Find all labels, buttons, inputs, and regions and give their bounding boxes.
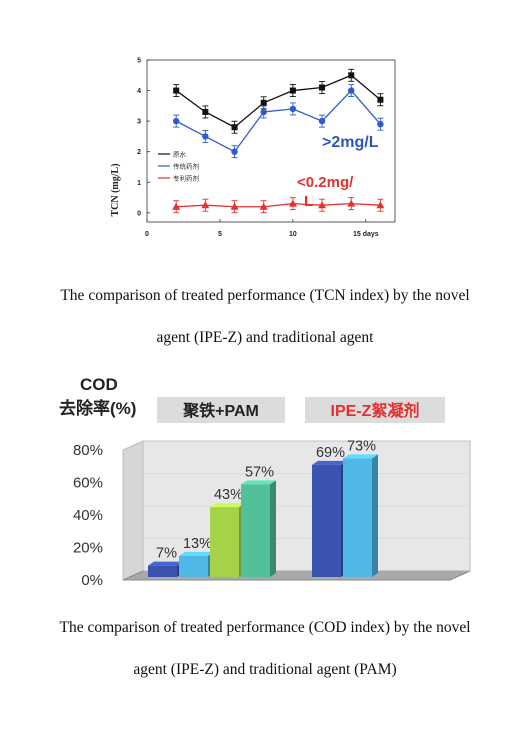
- cod-bar-value-label: 7%: [156, 546, 177, 562]
- tcn-point: [231, 148, 238, 155]
- tcn-axes: 0 1 2 3 4 5 0 5 10 15 days: [137, 58, 396, 238]
- tcn-point: [201, 201, 210, 209]
- cod-bar-top: [241, 480, 276, 485]
- tcn-point: [231, 124, 238, 131]
- cod-bar-side: [372, 454, 378, 577]
- tcn-series-line: [175, 89, 381, 153]
- tcn-point: [319, 84, 326, 91]
- cod-caption-line1: The comparison of treated performance (C…: [59, 619, 471, 636]
- cod-bar: [343, 458, 372, 577]
- tcn-point: [173, 87, 180, 94]
- tcn-point: [202, 133, 209, 140]
- tcn-caption-line2: agent (IPE-Z) and traditional agent: [156, 329, 374, 346]
- cod-bar-top: [343, 454, 378, 459]
- tcn-point: [377, 120, 384, 128]
- cod-bar: [179, 555, 208, 577]
- tcn-point: [318, 117, 326, 125]
- cod-y-axis: 0% 20% 40% 60% 80%: [73, 440, 470, 589]
- tcn-point: [347, 199, 356, 207]
- tcn-legend-label: 原水: [173, 150, 187, 159]
- tcn-point: [172, 202, 181, 210]
- tcn-y-axis-label: TCN (mg/L): [110, 163, 121, 216]
- tcn-series-line: [175, 74, 381, 129]
- cod-bar: [312, 464, 341, 577]
- tcn-point: [260, 99, 267, 106]
- tcn-y-tick-label: 4: [137, 88, 141, 95]
- tcn-point: [377, 96, 384, 103]
- cod-bar: [210, 507, 239, 577]
- tcn-y-tick-label: 0: [137, 210, 141, 217]
- tcn-y-tick-label: 3: [137, 119, 141, 126]
- cod-bar-top: [179, 551, 214, 556]
- cod-bar-top: [148, 561, 183, 566]
- tcn-point: [348, 87, 355, 94]
- cod-group-label-boxes: 聚铁+PAM IPE-Z絮凝剂: [157, 397, 445, 423]
- tcn-point: [230, 202, 239, 210]
- cod-bar-side: [270, 480, 276, 577]
- cod-bar-value-label: 13%: [183, 536, 212, 552]
- cod-bar: [148, 565, 177, 577]
- annotation-below-0-2mg: <0.2mg/: [297, 174, 354, 191]
- cod-bar-value-label: 73%: [347, 438, 376, 454]
- cod-side-wall: [122, 440, 144, 581]
- tcn-x-tick-label: 5: [218, 231, 222, 238]
- cod-chart-title-line2: 去除率(%): [59, 398, 136, 418]
- cod-y-tick-label: 40%: [73, 507, 103, 524]
- tcn-x-tick-label: 10: [289, 231, 297, 238]
- cod-y-tick-label: 80%: [73, 442, 103, 459]
- tcn-point: [260, 108, 267, 116]
- cod-caption-line2: agent (IPE-Z) and traditional agent (PAM…: [133, 661, 397, 678]
- tcn-point: [348, 72, 355, 79]
- cod-group-label-box: [305, 397, 445, 423]
- cod-bar-value-label: 57%: [245, 464, 274, 480]
- cod-bar-top: [210, 503, 245, 508]
- tcn-series-layer: [172, 68, 385, 214]
- cod-bar: [241, 484, 270, 577]
- tcn-x-tick-label: 0: [145, 231, 149, 238]
- tcn-y-tick-label: 5: [137, 58, 141, 65]
- tcn-point: [202, 108, 209, 115]
- annotation-above-2mg: >2mg/L: [322, 134, 379, 151]
- cod-y-tick-label: 20%: [73, 540, 103, 557]
- tcn-point: [259, 202, 268, 210]
- cod-y-tick-label: 60%: [73, 475, 103, 492]
- tcn-point: [289, 87, 296, 94]
- cod-bar-value-label: 69%: [316, 445, 345, 461]
- tcn-point: [318, 201, 327, 209]
- tcn-legend-label: 专利药剂: [173, 174, 199, 183]
- cod-group-label-box: [157, 397, 285, 423]
- cod-bars-layer: 7% 13% 43%57% 69% 73%: [148, 438, 378, 577]
- cod-chart-title-line1: COD: [80, 375, 118, 394]
- tcn-plot-frame: [146, 59, 396, 223]
- tcn-legend-label: 传统药剂: [173, 162, 199, 171]
- cod-group-label: 聚铁+PAM: [182, 401, 259, 420]
- tcn-point: [289, 105, 297, 113]
- cod-bar-value-label: 43%: [214, 487, 243, 503]
- tcn-y-tick-label: 2: [137, 149, 141, 156]
- tcn-series-line: [176, 203, 381, 208]
- cod-group-label: IPE-Z絮凝剂: [331, 401, 420, 420]
- tcn-y-tick-label: 1: [137, 180, 141, 187]
- tcn-point: [172, 117, 180, 125]
- tcn-caption-line1: The comparison of treated performance (T…: [60, 287, 470, 304]
- cod-bar-top: [312, 460, 347, 465]
- tcn-point: [288, 199, 297, 207]
- tcn-point: [376, 201, 385, 209]
- cod-y-tick-label: 0%: [81, 572, 103, 589]
- tcn-x-tick-label: 15 days: [353, 231, 379, 238]
- annotation-below-0-2mg-unit: L: [304, 193, 313, 210]
- cod-bar-chart: COD 去除率(%) 聚铁+PAM IPE-Z絮凝剂 0% 20% 40% 60% 80%…: [59, 375, 471, 589]
